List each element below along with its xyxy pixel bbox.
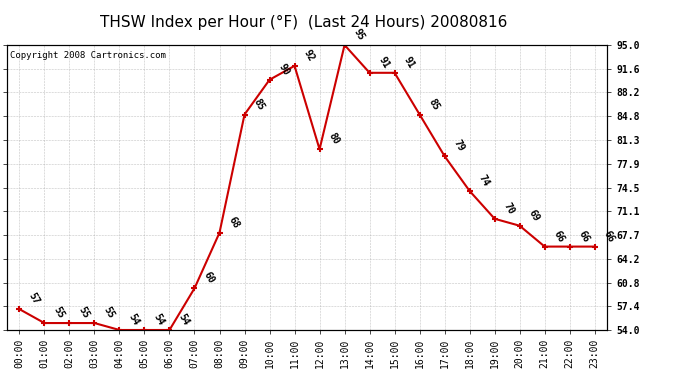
Text: 70: 70 [502,201,516,216]
Text: 54: 54 [177,312,191,327]
Text: Copyright 2008 Cartronics.com: Copyright 2008 Cartronics.com [10,51,166,60]
Text: 66: 66 [551,229,566,244]
Text: 91: 91 [377,55,391,70]
Text: THSW Index per Hour (°F)  (Last 24 Hours) 20080816: THSW Index per Hour (°F) (Last 24 Hours)… [100,15,507,30]
Text: 66: 66 [602,229,616,244]
Text: 55: 55 [77,305,91,320]
Text: 68: 68 [226,215,241,230]
Text: 57: 57 [26,291,41,306]
Text: 85: 85 [426,96,441,112]
Text: 92: 92 [302,48,316,63]
Text: 55: 55 [51,305,66,320]
Text: 60: 60 [201,270,216,285]
Text: 79: 79 [451,138,466,153]
Text: 54: 54 [126,312,141,327]
Text: 91: 91 [402,55,416,70]
Text: 95: 95 [351,27,366,42]
Text: 69: 69 [526,208,541,223]
Text: 90: 90 [277,62,291,77]
Text: 66: 66 [577,229,591,244]
Text: 54: 54 [151,312,166,327]
Text: 74: 74 [477,173,491,188]
Text: 80: 80 [326,131,341,147]
Text: 85: 85 [251,96,266,112]
Text: 55: 55 [101,305,116,320]
